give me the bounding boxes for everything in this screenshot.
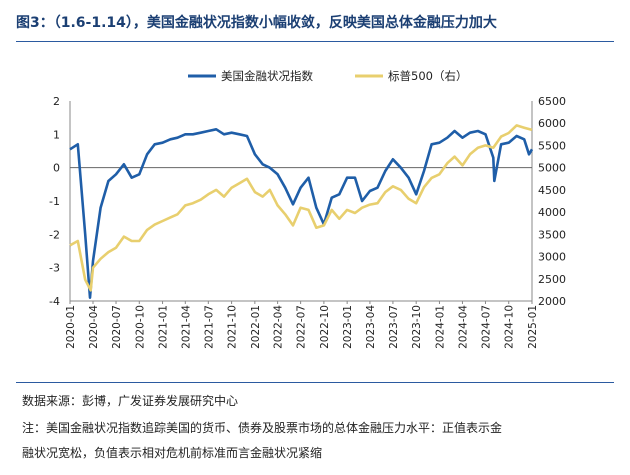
x-tick-label: 2022-07 — [296, 305, 308, 349]
x-tick-label: 2023-10 — [411, 305, 423, 349]
x-tick-label: 2020-01 — [65, 305, 77, 349]
y-right-tick-label: 2500 — [538, 273, 566, 286]
y-left-tick-label: 1 — [53, 128, 60, 141]
x-tick-label: 2023-07 — [388, 305, 400, 349]
x-tick-label: 2020-10 — [134, 305, 146, 349]
y-right-tick-label: 5500 — [538, 139, 566, 152]
x-tick-label: 2024-07 — [480, 305, 492, 349]
chart-area: 美国金融状况指数 标普500（右） 2 1 0 -1 -2 -3 -4 6500 6000 5500… — [49, 69, 566, 349]
y-left-tick-label: -3 — [49, 262, 60, 275]
spx-series-line — [69, 124, 533, 292]
y-right-tick-label: 3000 — [538, 251, 566, 264]
series-lines — [69, 124, 534, 299]
y-right-tick-label: 2000 — [538, 295, 566, 308]
x-tick-label: 2024-01 — [434, 305, 446, 349]
legend-label: 标普500（右） — [388, 69, 467, 83]
note-line-2: 融状况宽松，负值表示相对危机前标准而言金融状况紧缩 — [22, 446, 323, 460]
title-rule — [16, 41, 614, 42]
legend: 美国金融状况指数 标普500（右） — [188, 69, 467, 83]
x-tick-label: 2021-10 — [227, 305, 239, 349]
legend-label: 美国金融状况指数 — [221, 69, 313, 83]
x-tick-label: 2021-01 — [158, 305, 170, 349]
x-tick-label: 2021-07 — [203, 305, 215, 349]
y-left-tick-label: 2 — [53, 95, 60, 108]
y-right-tick-label: 6000 — [538, 117, 566, 130]
x-tick-label: 2021-04 — [180, 305, 192, 349]
x-tick-label: 2020-07 — [111, 305, 123, 349]
x-tick-label: 2022-04 — [273, 305, 285, 349]
note-line-1: 注：美国金融状况指数追踪美国的货币、债券及股票市场的总体金融压力水平：正值表示金 — [22, 421, 503, 435]
y-right-tick-label: 5000 — [538, 162, 566, 175]
y-right-tick-label: 4500 — [538, 184, 566, 197]
x-tick-label: 2020-04 — [88, 305, 100, 349]
y-right-tick-label: 3500 — [538, 228, 566, 241]
x-tick-label: 2024-04 — [457, 305, 469, 349]
y-left-tick-label: 0 — [53, 162, 60, 175]
footer-rule — [16, 382, 614, 383]
y-left-tick-label: -2 — [49, 228, 60, 241]
x-tick-label: 2024-10 — [504, 305, 516, 349]
x-tick-label: 2023-04 — [365, 305, 377, 349]
fci-series-line — [69, 128, 534, 299]
x-tick-label: 2022-10 — [319, 305, 331, 349]
tick-labels: 2 1 0 -1 -2 -3 -4 6500 6000 5500 5000 4500 4000 3500 3… — [49, 95, 566, 349]
y-left-tick-label: -4 — [49, 295, 60, 308]
x-tick-label: 2023-01 — [342, 305, 354, 349]
y-right-tick-label: 6500 — [538, 95, 566, 108]
x-tick-label: 2022-01 — [250, 305, 262, 349]
y-right-tick-label: 4000 — [538, 206, 566, 219]
chart-title: 图3：（1.6-1.14），美国金融状况指数小幅收敛，反映美国总体金融压力加大 — [16, 15, 497, 31]
source-note: 数据来源：彭博，广发证券发展研究中心 — [22, 394, 239, 408]
x-tick-label: 2025-01 — [527, 305, 539, 349]
axes — [69, 101, 533, 304]
y-left-tick-label: -1 — [49, 195, 60, 208]
